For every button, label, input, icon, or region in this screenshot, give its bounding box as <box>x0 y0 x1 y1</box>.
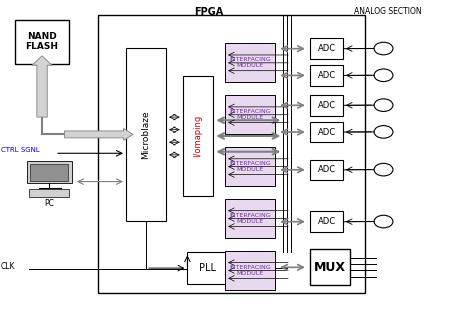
Bar <box>310 65 343 86</box>
Bar <box>225 43 275 82</box>
Bar <box>310 122 343 142</box>
Text: ADC: ADC <box>318 71 336 80</box>
Text: INTERFACING
MODULE: INTERFACING MODULE <box>229 161 271 172</box>
Text: ADC: ADC <box>318 128 336 137</box>
Bar <box>29 189 69 197</box>
Text: INTERFACING
MODULE: INTERFACING MODULE <box>229 58 271 68</box>
Text: CTRL SGNL: CTRL SGNL <box>0 147 39 153</box>
Bar <box>98 15 365 293</box>
Text: ADC: ADC <box>318 165 336 174</box>
Bar <box>225 147 275 186</box>
FancyArrow shape <box>64 128 133 140</box>
FancyArrow shape <box>32 56 52 117</box>
Text: INTERFACING
MODULE: INTERFACING MODULE <box>229 213 271 224</box>
Bar <box>310 95 343 116</box>
Bar <box>30 164 68 181</box>
Text: FPGA: FPGA <box>194 7 223 17</box>
Bar <box>187 252 228 284</box>
Bar <box>310 211 343 232</box>
Text: ADC: ADC <box>318 44 336 53</box>
Text: ADC: ADC <box>318 217 336 226</box>
Text: I/omaping: I/omaping <box>193 115 202 157</box>
Text: PC: PC <box>44 199 54 208</box>
Bar <box>225 251 275 290</box>
Bar <box>310 39 343 59</box>
Bar <box>225 199 275 238</box>
Text: NAND
FLASH: NAND FLASH <box>26 32 59 51</box>
Bar <box>310 160 343 180</box>
Bar <box>126 48 166 221</box>
Text: ADC: ADC <box>318 101 336 110</box>
Bar <box>27 161 72 183</box>
Bar <box>182 76 213 196</box>
Text: PLL: PLL <box>199 263 216 273</box>
Text: Microblaze: Microblaze <box>142 110 151 159</box>
Bar <box>225 95 275 134</box>
Text: CLK: CLK <box>0 262 15 271</box>
Bar <box>15 20 69 64</box>
Text: INTERFACING
MODULE: INTERFACING MODULE <box>229 265 271 276</box>
Bar <box>310 249 350 285</box>
Text: ANALOG SECTION: ANALOG SECTION <box>355 7 422 16</box>
Text: MUX: MUX <box>314 261 346 274</box>
Text: INTERFACING
MODULE: INTERFACING MODULE <box>229 109 271 120</box>
